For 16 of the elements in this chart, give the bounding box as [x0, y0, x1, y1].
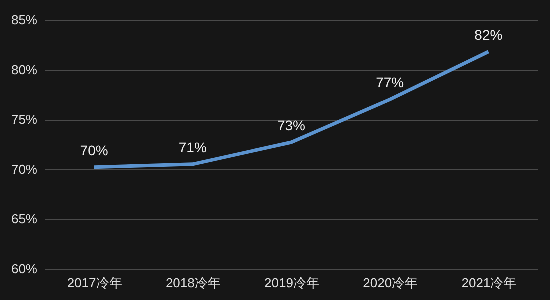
y-tick-label: 75% [11, 112, 38, 128]
y-tick-label: 60% [11, 262, 38, 276]
x-tick-label: 2021冷年 [462, 276, 517, 290]
y-tick-label: 65% [11, 212, 38, 227]
y-tick-label: 80% [11, 62, 38, 78]
x-tick-label: 2019冷年 [264, 276, 320, 290]
x-tick-label: 2018冷年 [166, 276, 221, 290]
data-label: 82% [474, 26, 503, 43]
data-label: 73% [277, 118, 306, 134]
x-tick-label: 2017冷年 [67, 276, 122, 290]
x-tick-label: 2020冷年 [363, 276, 418, 290]
data-label: 71% [178, 139, 207, 156]
data-label: 70% [80, 142, 108, 158]
y-tick-label: 70% [11, 162, 38, 177]
y-tick-label: 85% [11, 12, 38, 28]
data-label: 77% [376, 74, 404, 91]
